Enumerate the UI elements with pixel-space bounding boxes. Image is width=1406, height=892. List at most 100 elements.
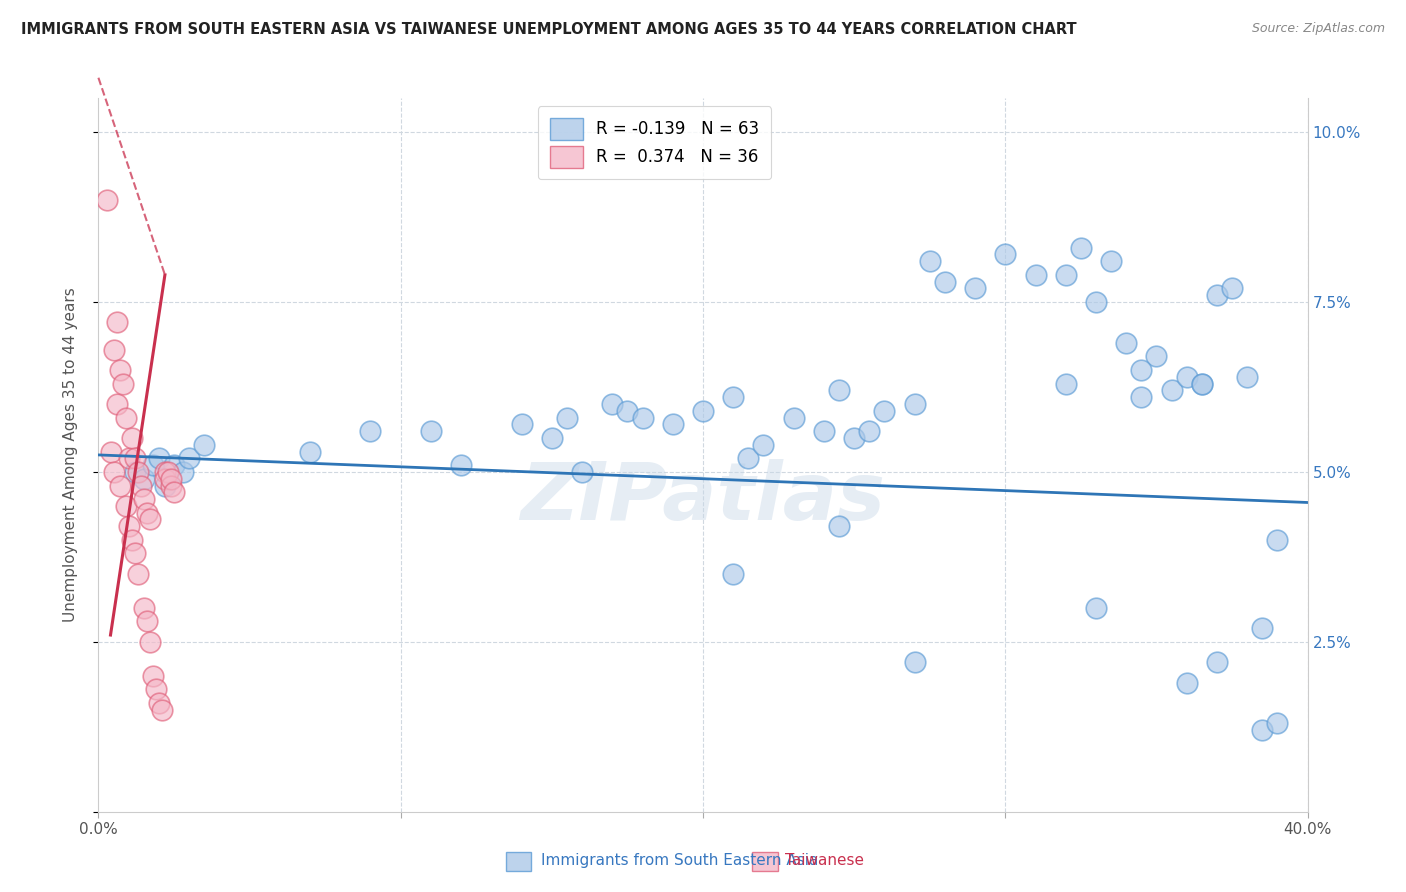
- Point: [118, 519, 141, 533]
- Point: [1024, 268, 1046, 282]
- Point: [1251, 723, 1274, 738]
- Point: [139, 512, 162, 526]
- Point: [1191, 376, 1213, 391]
- Point: [150, 703, 173, 717]
- Point: [858, 424, 880, 438]
- Point: [450, 458, 472, 472]
- Point: [631, 410, 654, 425]
- Point: [540, 431, 562, 445]
- Point: [135, 506, 157, 520]
- Point: [555, 410, 578, 425]
- Point: [360, 424, 382, 438]
- Point: [994, 247, 1017, 261]
- Point: [114, 499, 136, 513]
- Point: [108, 363, 131, 377]
- Point: [873, 403, 896, 417]
- Point: [105, 397, 128, 411]
- Point: [1206, 655, 1229, 669]
- Point: [737, 451, 759, 466]
- Point: [127, 465, 149, 479]
- Point: [1175, 369, 1198, 384]
- Point: [602, 397, 624, 411]
- Point: [96, 193, 118, 207]
- Point: [156, 465, 179, 479]
- Text: Taiwanese: Taiwanese: [785, 854, 863, 868]
- Point: [420, 424, 443, 438]
- Point: [108, 478, 131, 492]
- Text: ZIPatlas: ZIPatlas: [520, 458, 886, 537]
- Point: [153, 478, 176, 492]
- Point: [752, 438, 775, 452]
- Point: [1099, 254, 1122, 268]
- Point: [616, 403, 638, 417]
- Point: [105, 315, 128, 329]
- Point: [132, 472, 155, 486]
- Point: [129, 478, 152, 492]
- Text: Source: ZipAtlas.com: Source: ZipAtlas.com: [1251, 22, 1385, 36]
- Point: [1236, 369, 1258, 384]
- Point: [111, 376, 134, 391]
- Point: [828, 384, 851, 398]
- Point: [142, 458, 165, 472]
- Point: [179, 451, 201, 466]
- Point: [1191, 376, 1213, 391]
- Point: [132, 492, 155, 507]
- Point: [193, 438, 215, 452]
- Point: [965, 281, 987, 295]
- Point: [103, 343, 125, 357]
- Point: [1267, 716, 1289, 731]
- Point: [1130, 390, 1153, 404]
- Point: [662, 417, 685, 432]
- Point: [1267, 533, 1289, 547]
- Point: [828, 519, 851, 533]
- Point: [153, 465, 176, 479]
- Point: [103, 465, 125, 479]
- Point: [918, 254, 941, 268]
- Point: [118, 451, 141, 466]
- Point: [1220, 281, 1243, 295]
- Point: [1085, 295, 1108, 310]
- Point: [121, 533, 143, 547]
- Point: [1070, 241, 1092, 255]
- Point: [124, 465, 146, 479]
- Point: [139, 635, 162, 649]
- Point: [142, 669, 165, 683]
- Point: [163, 485, 186, 500]
- Point: [1054, 376, 1077, 391]
- Point: [145, 682, 167, 697]
- Point: [132, 600, 155, 615]
- Point: [844, 431, 866, 445]
- Point: [904, 655, 927, 669]
- Point: [135, 615, 157, 629]
- Point: [1054, 268, 1077, 282]
- Point: [1085, 600, 1108, 615]
- Point: [153, 472, 176, 486]
- Point: [148, 451, 170, 466]
- Point: [1160, 384, 1182, 398]
- Point: [148, 696, 170, 710]
- Point: [723, 566, 745, 581]
- Point: [172, 465, 194, 479]
- Text: IMMIGRANTS FROM SOUTH EASTERN ASIA VS TAIWANESE UNEMPLOYMENT AMONG AGES 35 TO 44: IMMIGRANTS FROM SOUTH EASTERN ASIA VS TA…: [21, 22, 1077, 37]
- Point: [124, 546, 146, 560]
- Legend: R = -0.139   N = 63, R =  0.374   N = 36: R = -0.139 N = 63, R = 0.374 N = 36: [538, 106, 772, 179]
- Point: [1144, 350, 1167, 364]
- Point: [1206, 288, 1229, 302]
- Point: [163, 458, 186, 472]
- Point: [160, 472, 183, 486]
- Point: [114, 410, 136, 425]
- Point: [934, 275, 956, 289]
- Point: [1130, 363, 1153, 377]
- Point: [813, 424, 835, 438]
- Point: [127, 566, 149, 581]
- Point: [100, 444, 122, 458]
- Point: [510, 417, 533, 432]
- Point: [1251, 621, 1274, 635]
- Point: [571, 465, 593, 479]
- Point: [1175, 675, 1198, 690]
- Point: [299, 444, 322, 458]
- Point: [904, 397, 927, 411]
- Y-axis label: Unemployment Among Ages 35 to 44 years: Unemployment Among Ages 35 to 44 years: [63, 287, 77, 623]
- Point: [723, 390, 745, 404]
- Point: [692, 403, 714, 417]
